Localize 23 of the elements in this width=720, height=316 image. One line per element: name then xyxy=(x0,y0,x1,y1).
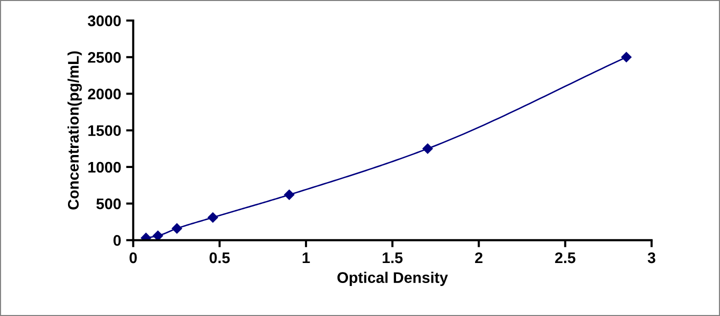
y-tick-label: 0 xyxy=(114,235,121,246)
y-tick-label: 1500 xyxy=(88,125,121,136)
y-tick-label: 2000 xyxy=(88,88,121,100)
point xyxy=(208,212,218,223)
y-tick-label: 3000 xyxy=(88,15,121,26)
y-tick-label: 2500 xyxy=(88,52,121,63)
point xyxy=(152,230,164,240)
point xyxy=(140,232,152,240)
y-axis-title: Concentration(pg/mL) xyxy=(68,51,82,210)
x-tick-label: 0 xyxy=(130,252,137,264)
x-tick-label: 2.5 xyxy=(555,252,576,264)
point xyxy=(284,190,294,200)
x-tick-label: 2 xyxy=(475,252,482,264)
x-tick-label: 1 xyxy=(302,252,310,264)
point xyxy=(422,144,433,154)
x-tick-label: 3 xyxy=(648,252,656,264)
y-tick-label: 500 xyxy=(96,198,121,210)
x-tick-label: 1.5 xyxy=(382,252,403,264)
point xyxy=(621,52,632,62)
x-axis-title: Optical Density xyxy=(337,272,448,286)
x-tick-label: 0.5 xyxy=(210,252,230,264)
y-tick-label: 1000 xyxy=(88,162,121,173)
point xyxy=(172,223,182,234)
